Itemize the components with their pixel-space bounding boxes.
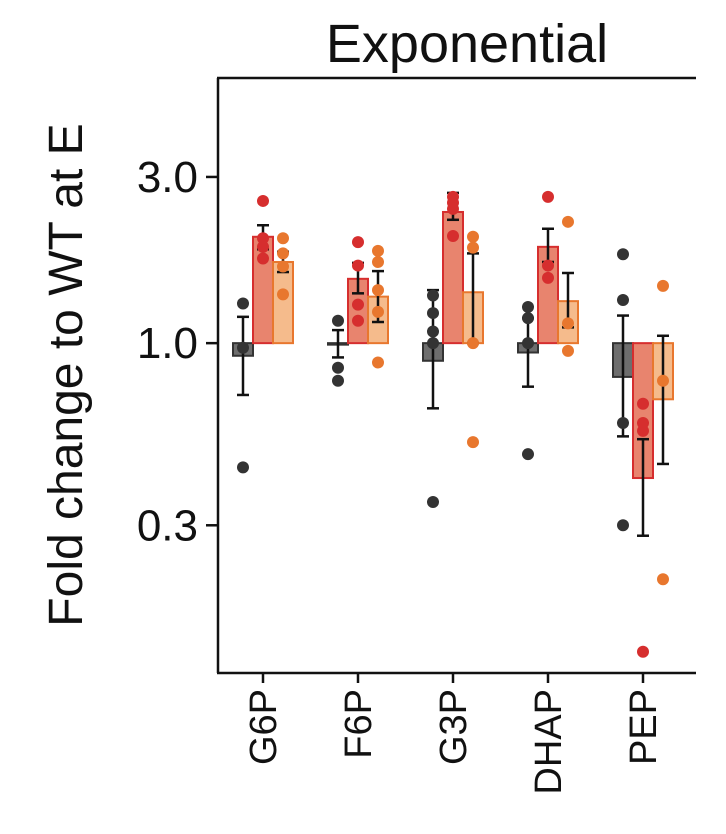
data-point	[257, 194, 269, 207]
data-point	[332, 314, 344, 327]
data-point	[617, 294, 629, 307]
x-tick-label: PEP	[623, 689, 665, 765]
data-point	[467, 230, 479, 243]
x-tick-label: G3P	[433, 689, 475, 765]
data-point	[352, 298, 364, 311]
data-point	[657, 374, 669, 387]
data-point	[562, 344, 574, 357]
data-point	[277, 260, 289, 273]
data-point	[617, 519, 629, 532]
data-point	[617, 248, 629, 261]
data-point	[427, 495, 439, 508]
data-point	[427, 307, 439, 320]
data-point	[257, 252, 269, 265]
data-point	[447, 230, 459, 243]
data-point	[332, 374, 344, 387]
data-point	[637, 645, 649, 658]
data-point	[447, 202, 459, 215]
data-point	[522, 300, 534, 313]
data-point	[467, 241, 479, 254]
data-point	[237, 461, 249, 474]
bar	[272, 260, 294, 345]
data-point	[277, 288, 289, 301]
data-point	[522, 337, 534, 350]
data-point	[277, 247, 289, 260]
data-point	[522, 312, 534, 325]
data-point	[372, 305, 384, 318]
data-point	[277, 232, 289, 245]
y-tick-label: 1.0	[137, 319, 198, 368]
data-point	[427, 325, 439, 338]
data-point	[352, 314, 364, 327]
data-point	[237, 341, 249, 354]
data-point	[332, 361, 344, 374]
data-point	[657, 279, 669, 292]
data-point	[657, 573, 669, 586]
x-tick-label: G6P	[243, 689, 285, 765]
data-point	[562, 215, 574, 228]
x-tick-label: F6P	[338, 689, 380, 759]
data-point	[637, 424, 649, 437]
y-tick-label: 3.0	[137, 153, 198, 202]
data-point	[617, 416, 629, 429]
data-point	[522, 448, 534, 461]
y-tick-label: 0.3	[137, 501, 198, 550]
data-point	[372, 255, 384, 268]
y-axis-label: Fold change to WT at E	[40, 123, 93, 626]
x-tick-label: DHAP	[528, 689, 570, 795]
chart-title: Exponential	[326, 14, 608, 74]
data-point	[372, 244, 384, 257]
data-point	[562, 317, 574, 330]
data-point	[542, 271, 554, 284]
data-point	[427, 289, 439, 302]
data-point	[237, 297, 249, 310]
data-point	[372, 356, 384, 369]
data-point	[427, 337, 439, 350]
data-point	[467, 337, 479, 350]
data-point	[637, 397, 649, 410]
data-point	[352, 259, 364, 272]
data-point	[257, 240, 269, 253]
data-point	[257, 232, 269, 245]
data-point	[542, 259, 554, 272]
data-point	[542, 190, 554, 203]
data-point	[372, 284, 384, 297]
data-point	[352, 236, 364, 249]
data-point	[467, 436, 479, 449]
